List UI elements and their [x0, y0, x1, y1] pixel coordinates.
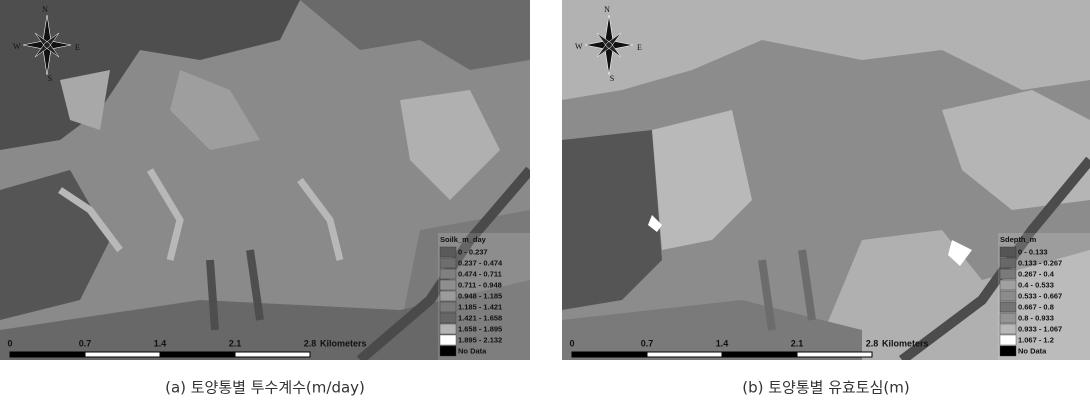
legend-label: 0 - 0.237: [458, 247, 488, 256]
caption: (b) 토양통별 유효토심(m): [742, 379, 909, 397]
scale-label: 0.7: [79, 338, 92, 348]
legend-label: 0.4 - 0.533: [1018, 280, 1054, 289]
legend-label: 0.533 - 0.667: [1018, 291, 1062, 300]
scale-segment: [85, 352, 160, 357]
legend-label: 0 - 0.133: [1018, 247, 1048, 256]
legend-swatch: [440, 313, 456, 323]
legend-swatch: [1000, 291, 1016, 301]
compass-label: E: [637, 43, 642, 52]
scale-unit: Kilometers: [320, 338, 367, 348]
compass-label: W: [13, 42, 21, 51]
legend-label: 0.133 - 0.267: [1018, 258, 1062, 267]
scale-label: 2.1: [791, 338, 804, 348]
legend-label: 1.421 - 1.658: [458, 313, 502, 322]
legend-swatch: [1000, 313, 1016, 323]
legend-label: 1.895 - 2.132: [458, 335, 502, 344]
legend-swatch: [1000, 346, 1016, 356]
scale-label: 2.1: [229, 338, 242, 348]
scale-segment: [10, 352, 85, 357]
legend-label: 1.185 - 1.421: [458, 302, 502, 311]
legend-swatch: [440, 346, 456, 356]
legend-swatch: [1000, 247, 1016, 257]
caption: (a) 토양통별 투수계수(m/day): [165, 379, 365, 397]
scale-label: 0: [7, 338, 12, 348]
legend-swatch: [1000, 269, 1016, 279]
legend-label: 0.933 - 1.067: [1018, 324, 1062, 333]
legend-label: 0.667 - 0.8: [1018, 302, 1054, 311]
legend-swatch: [1000, 335, 1016, 345]
legend-swatch: [440, 291, 456, 301]
legend-swatch: [440, 258, 456, 268]
scale-segment: [722, 352, 797, 357]
scale-unit: Kilometers: [882, 338, 929, 348]
legend-label: 0.267 - 0.4: [1018, 269, 1055, 278]
compass-label: S: [48, 74, 52, 83]
legend-swatch: [440, 247, 456, 257]
legend-swatch: [1000, 302, 1016, 312]
legend-label: 0.711 - 0.948: [458, 280, 502, 289]
scale-label: 1.4: [716, 338, 729, 348]
legend-swatch: [1000, 280, 1016, 290]
scale-label: 2.8: [866, 338, 879, 348]
figure: NSEW00.71.42.12.8KilometersSoilk_m_day0 …: [0, 0, 1090, 405]
legend-swatch: [1000, 324, 1016, 334]
scale-segment: [797, 352, 872, 357]
legend-label: 0.237 - 0.474: [458, 258, 503, 267]
legend-title: Sdepth_m: [1000, 235, 1037, 244]
compass-label: S: [610, 74, 614, 83]
legend: Soilk_m_day 0 - 0.237 0.237 - 0.474 0.474 -…: [438, 233, 530, 363]
legend-swatch: [440, 280, 456, 290]
legend-label: 0.474 - 0.711: [458, 269, 502, 278]
legend-label: No Data: [1018, 346, 1047, 355]
scale-segment: [235, 352, 310, 357]
legend-label: 1.658 - 1.895: [458, 324, 502, 333]
scale-label: 0.7: [641, 338, 654, 348]
legend-swatch: [1000, 258, 1016, 268]
legend-swatch: [440, 324, 456, 334]
scale-segment: [160, 352, 235, 357]
scale-label: 2.8: [304, 338, 317, 348]
legend-swatch: [440, 335, 456, 345]
legend-label: 1.067 - 1.2: [1018, 335, 1054, 344]
legend: Sdepth_m 0 - 0.133 0.133 - 0.267 0.267 - 0.…: [998, 233, 1090, 363]
scale-label: 1.4: [154, 338, 167, 348]
legend-label: 0.8 - 0.933: [1018, 313, 1054, 322]
legend-label: 0.948 - 1.185: [458, 291, 502, 300]
scale-label: 0: [569, 338, 574, 348]
legend-swatch: [440, 302, 456, 312]
scale-segment: [572, 352, 647, 357]
legend-title: Soilk_m_day: [440, 235, 487, 244]
scale-segment: [647, 352, 722, 357]
compass-label: N: [42, 5, 48, 14]
compass-label: E: [75, 43, 80, 52]
legend-label: No Data: [458, 346, 487, 355]
legend-swatch: [440, 269, 456, 279]
compass-label: W: [575, 42, 583, 51]
compass-label: N: [604, 5, 610, 14]
